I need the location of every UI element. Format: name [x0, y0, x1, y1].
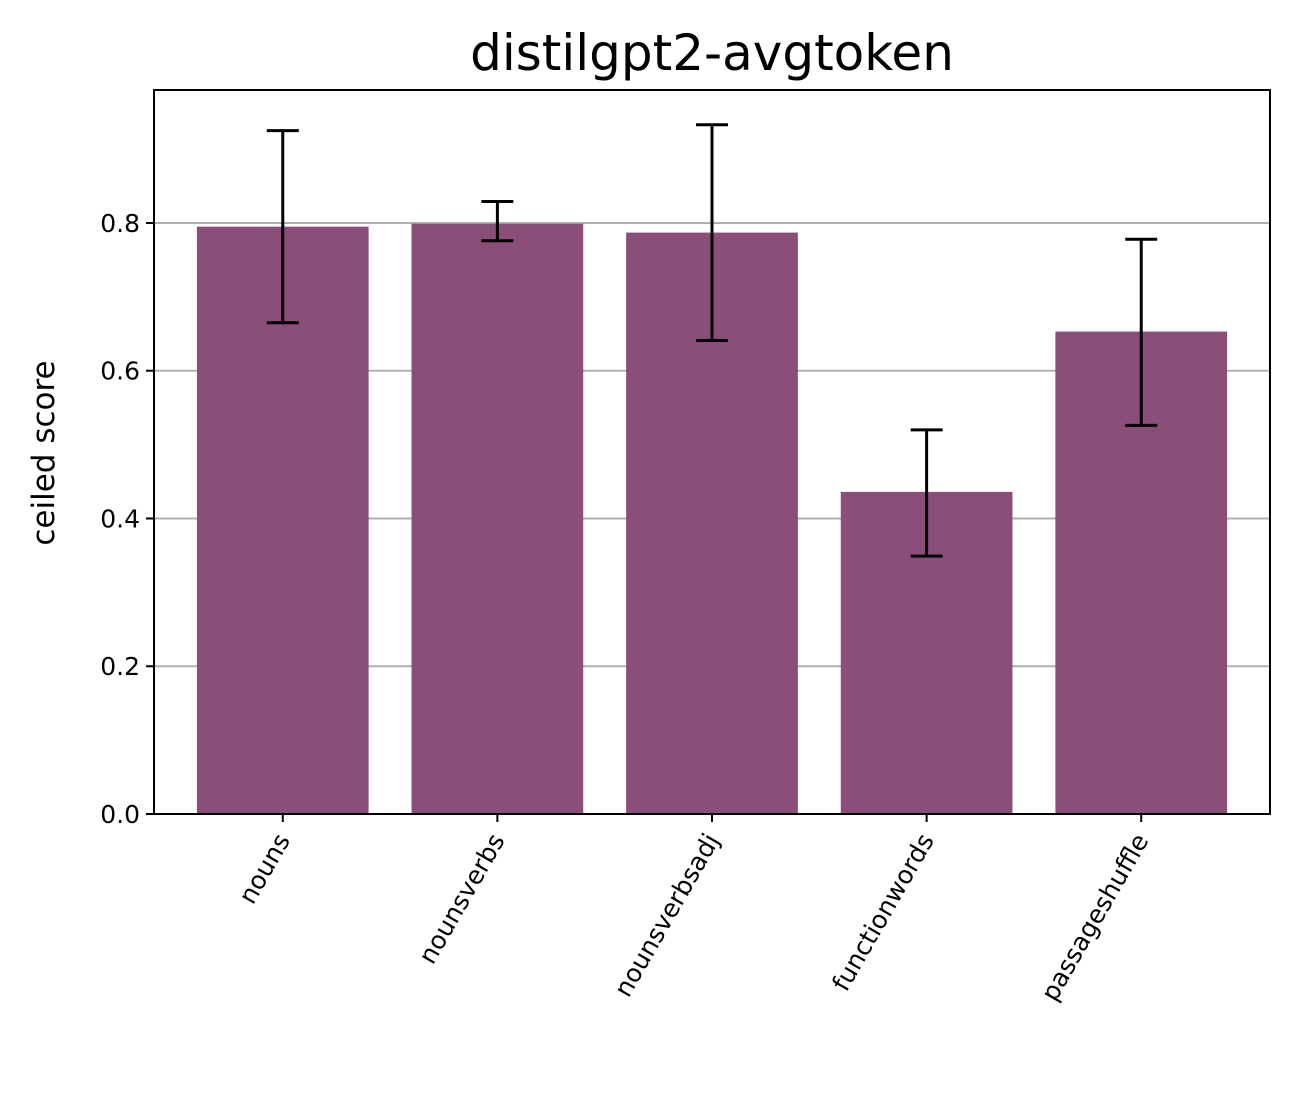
y-tick-label: 0.6: [100, 357, 140, 386]
bar-nounsverbs: [411, 223, 584, 814]
x-tick-label-passageshuffle: passageshuffle: [1035, 829, 1154, 1006]
y-axis-label: ceiled score: [26, 360, 62, 545]
y-tick-label: 0.2: [100, 652, 140, 681]
chart-title: distilgpt2-avgtoken: [470, 24, 954, 82]
x-tick-label-nouns: nouns: [233, 829, 296, 909]
x-axis: nouns nounsverbs nounsverbsadj functionword…: [233, 814, 1154, 1006]
x-tick-label-nounsverbs: nounsverbs: [413, 829, 511, 969]
y-tick-label: 0.4: [100, 504, 140, 533]
bar-nouns: [196, 226, 369, 814]
error-bars: [266, 123, 1158, 558]
y-axis: 0.0 0.2 0.4 0.6 0.8: [100, 209, 154, 829]
x-tick-label-functionwords: functionwords: [826, 829, 939, 996]
y-tick-label: 0.8: [100, 209, 140, 238]
y-tick-label: 0.0: [100, 800, 140, 829]
x-tick-label-nounsverbsadj: nounsverbsadj: [608, 829, 725, 1002]
